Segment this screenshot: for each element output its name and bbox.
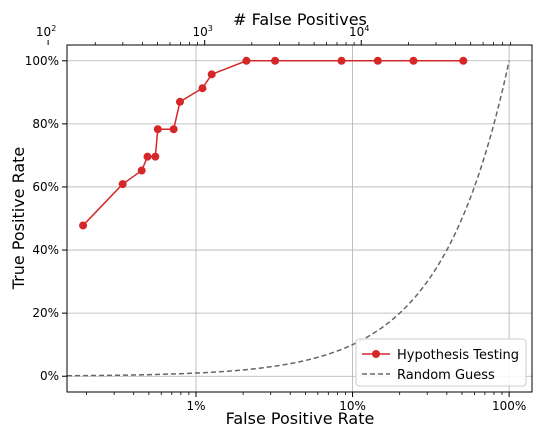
x-axis-title: False Positive Rate [226, 409, 375, 428]
legend-marker-hypothesis [372, 350, 380, 358]
top-axis-ticks: 102 103 104 [36, 24, 512, 45]
legend: Hypothesis Testing Random Guess [355, 338, 527, 387]
x-tick-label: 1% [186, 399, 205, 413]
y-tick-label: 40% [32, 243, 59, 257]
hypothesis-testing-point [137, 166, 146, 175]
x-tick-label: 10% [339, 399, 366, 413]
y-tick-label: 100% [25, 54, 59, 68]
hypothesis-testing-point [169, 125, 178, 134]
series-layer [66, 56, 510, 377]
y-tick-label: 80% [32, 117, 59, 131]
y-tick-label: 20% [32, 306, 59, 320]
hypothesis-testing-point [337, 56, 346, 65]
hypothesis-testing-point [409, 56, 418, 65]
y-tick-label: 60% [32, 180, 59, 194]
hypothesis-testing-point [143, 152, 152, 161]
hypothesis-testing-point [175, 97, 184, 106]
legend-box [355, 338, 527, 387]
plot-frame [66, 44, 533, 393]
top-axis-title: # False Positives [233, 10, 367, 29]
random-guess-line [66, 60, 510, 377]
hypothesis-testing-point [151, 152, 160, 161]
hypothesis-testing-point [242, 56, 251, 65]
hypothesis-testing-point [79, 221, 88, 230]
hypothesis-testing-point [207, 70, 216, 79]
hypothesis-testing-point [118, 180, 127, 189]
top-tick-label: 102 [36, 24, 56, 39]
top-tick-label: 103 [192, 24, 212, 39]
legend-label-hypothesis: Hypothesis Testing [397, 348, 519, 363]
x-axis-ticks: 1% 10% 100% [86, 392, 526, 413]
hypothesis-testing-point [459, 56, 468, 65]
y-axis-title: True Positive Rate [9, 147, 28, 291]
y-tick-label: 0% [40, 369, 59, 383]
y-axis-ticks: 0% 20% 40% 60% 80% 100% [25, 54, 67, 383]
hypothesis-testing-point [153, 125, 162, 134]
hypothesis-testing-line [82, 60, 464, 226]
x-tick-label: 100% [492, 399, 526, 413]
legend-label-random: Random Guess [397, 368, 495, 383]
hypothesis-testing-point [271, 56, 280, 65]
hypothesis-testing-point [198, 84, 207, 93]
top-tick-label: 104 [349, 24, 369, 39]
hypothesis-testing-point [373, 56, 382, 65]
